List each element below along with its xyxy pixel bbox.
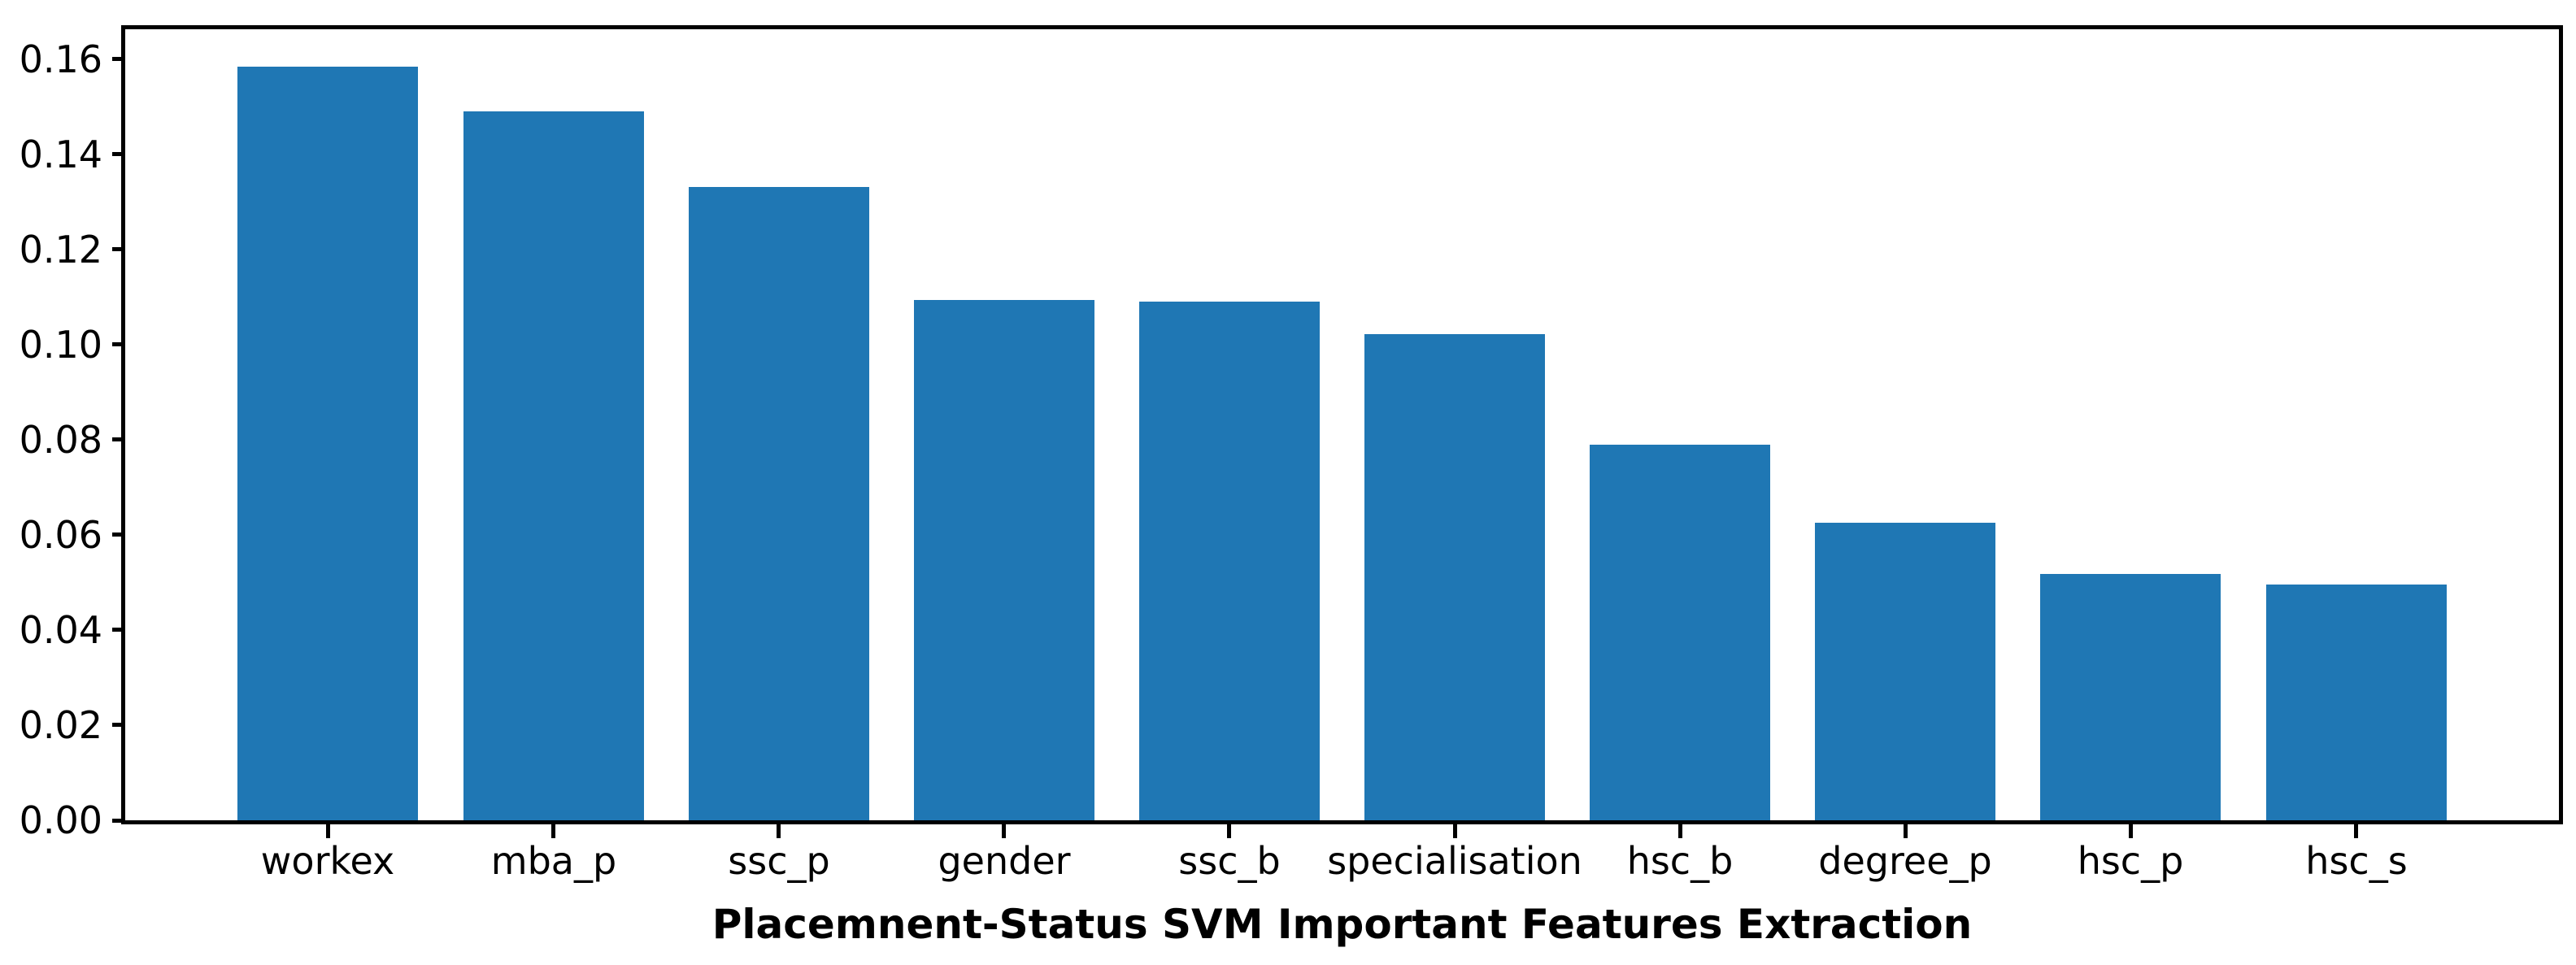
y-tick-mark	[112, 819, 125, 823]
x-tick-label-ssc_p: ssc_p	[728, 839, 830, 883]
x-tick-label-workex: workex	[260, 839, 395, 883]
x-tick-mark	[1453, 824, 1457, 838]
y-tick-mark	[112, 57, 125, 61]
y-tick-mark	[112, 437, 125, 441]
y-tick-mark	[112, 628, 125, 632]
bar-hsc_p	[2040, 574, 2221, 820]
y-tick-mark	[112, 532, 125, 537]
x-tick-mark	[2354, 824, 2358, 838]
x-tick-mark	[1678, 824, 1682, 838]
y-tick-label-0.14: 0.14	[19, 133, 102, 176]
y-tick-label-0.02: 0.02	[19, 703, 102, 747]
y-tick-mark	[112, 152, 125, 156]
y-tick-label-0.08: 0.08	[19, 418, 102, 462]
y-tick-mark	[112, 247, 125, 251]
x-tick-label-degree_p: degree_p	[1818, 839, 1992, 883]
x-tick-label-hsc_p: hsc_p	[2077, 839, 2184, 883]
x-tick-label-hsc_s: hsc_s	[2305, 839, 2408, 883]
bar-workex	[237, 67, 418, 820]
y-tick-label-0.06: 0.06	[19, 513, 102, 557]
x-tick-label-specialisation: specialisation	[1327, 839, 1582, 883]
bar-gender	[914, 300, 1094, 820]
x-tick-label-gender: gender	[938, 839, 1071, 883]
bar-hsc_s	[2266, 585, 2447, 820]
bar-degree_p	[1815, 523, 1995, 820]
x-tick-mark	[1227, 824, 1231, 838]
x-tick-mark	[551, 824, 555, 838]
x-tick-mark	[1002, 824, 1006, 838]
x-tick-mark	[777, 824, 781, 838]
y-tick-mark	[112, 723, 125, 727]
bar-mba_p	[463, 111, 644, 820]
y-tick-mark	[112, 342, 125, 346]
y-tick-label-0.00: 0.00	[19, 798, 102, 842]
plot-area	[125, 29, 2559, 820]
y-tick-label-0.16: 0.16	[19, 37, 102, 81]
x-tick-label-hsc_b: hsc_b	[1626, 839, 1734, 883]
y-tick-label-0.04: 0.04	[19, 608, 102, 652]
y-tick-label-0.12: 0.12	[19, 228, 102, 272]
x-tick-label-mba_p: mba_p	[490, 839, 617, 883]
x-tick-mark	[326, 824, 330, 838]
bar-specialisation	[1364, 334, 1545, 820]
chart-title: Placemnent-Status SVM Important Features…	[711, 901, 1973, 948]
x-tick-label-ssc_b: ssc_b	[1178, 839, 1281, 883]
y-tick-label-0.10: 0.10	[19, 323, 102, 367]
bar-ssc_p	[689, 187, 869, 820]
x-tick-mark	[1904, 824, 1908, 838]
x-tick-mark	[2129, 824, 2133, 838]
bar-ssc_b	[1139, 302, 1320, 820]
bar-hsc_b	[1590, 445, 1770, 820]
